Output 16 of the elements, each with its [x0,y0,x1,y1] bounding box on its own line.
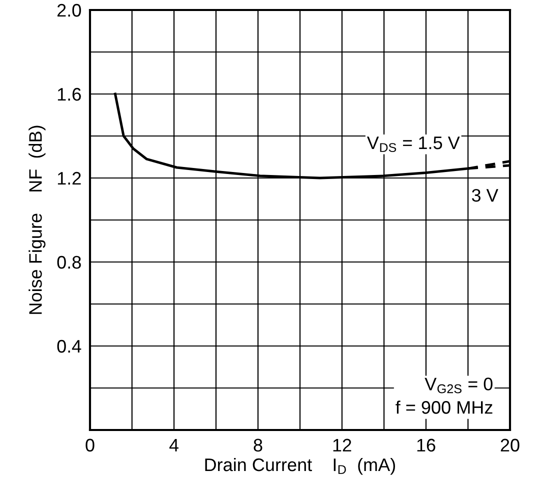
y-tick-label: 0.4 [57,340,82,353]
x-axis-title: Drain Current I$_{D}$ (mA) [205,458,396,475]
y-tick-label: 2.0 [57,4,81,17]
x-tick-label: 0 [86,438,94,452]
y-tick-label: 0.8 [57,256,81,269]
x-tick-label: 12 [333,438,352,452]
annotation: 3 V [472,188,498,202]
y-tick-label: 1.2 [58,172,81,185]
x-tick-label: 16 [417,438,436,452]
x-tick-label: 8 [254,438,262,452]
x-tick-label: 4 [169,438,178,452]
annotation: V$_{G2S}$ = 0 f = 900 MHz [396,378,492,414]
x-tick-label: 20 [500,438,520,452]
annotation: V$_{DS}$ = 1.5 V [366,136,460,152]
y-tick-label: 1.6 [58,88,81,101]
y-axis-title: Noise Figure NF (dB) [28,126,46,314]
